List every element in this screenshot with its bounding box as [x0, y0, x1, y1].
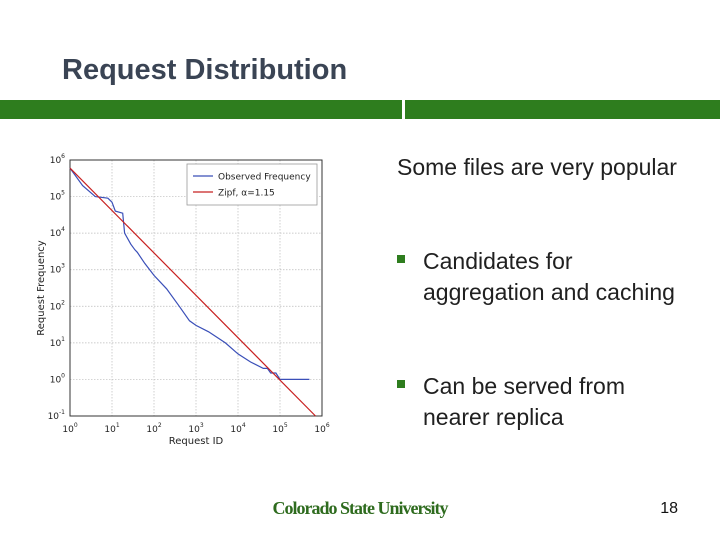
university-logo: Colorado State University: [272, 498, 449, 518]
request-frequency-chart: 100 101 102 103 104 105 10610-1100101102103104…: [36, 153, 330, 447]
plot-frame: [69, 159, 323, 417]
legend-box: [186, 163, 318, 206]
y-tick-label: 10-1: [48, 409, 66, 422]
y-tick-label: 105: [50, 190, 65, 203]
y-tick-label: 102: [50, 299, 65, 312]
y-tick-label: 104: [50, 226, 65, 239]
x-tick-label: 100: [62, 422, 77, 435]
x-tick-label: 101: [104, 422, 119, 435]
chart-legend: Observed Frequency Zipf, α=1.15: [186, 163, 318, 206]
bullet-text: Can be served from nearer replica: [423, 373, 625, 430]
x-tick-label: 103: [188, 422, 203, 435]
bullet-square-icon: [397, 380, 405, 388]
title-rule: [0, 100, 720, 119]
x-axis-label: Request ID: [169, 436, 224, 447]
x-tick-label: 102: [146, 422, 161, 435]
chart-series: [69, 167, 316, 417]
legend-entry: Zipf, α=1.15: [218, 189, 275, 199]
slide-title: Request Distribution: [62, 54, 348, 86]
bullet-text: Candidates for aggregation and caching: [423, 248, 675, 305]
page-number: 18: [660, 500, 678, 517]
series-line: [69, 167, 310, 380]
y-tick-label: 100: [50, 372, 65, 385]
bullet-square-icon: [397, 255, 405, 263]
legend-entry: Observed Frequency: [218, 173, 311, 183]
x-tick-label: 106: [314, 422, 329, 435]
x-tick-label: 104: [230, 422, 245, 435]
y-tick-label: 101: [50, 336, 65, 349]
y-tick-label: 106: [50, 153, 65, 166]
lead-text: Some files are very popular: [397, 154, 677, 180]
series-line: [69, 167, 316, 417]
y-tick-label: 103: [50, 263, 65, 276]
title-rule-gap: [402, 100, 405, 119]
x-tick-label: 105: [272, 422, 287, 435]
y-axis-label: Request Frequency: [36, 240, 47, 336]
